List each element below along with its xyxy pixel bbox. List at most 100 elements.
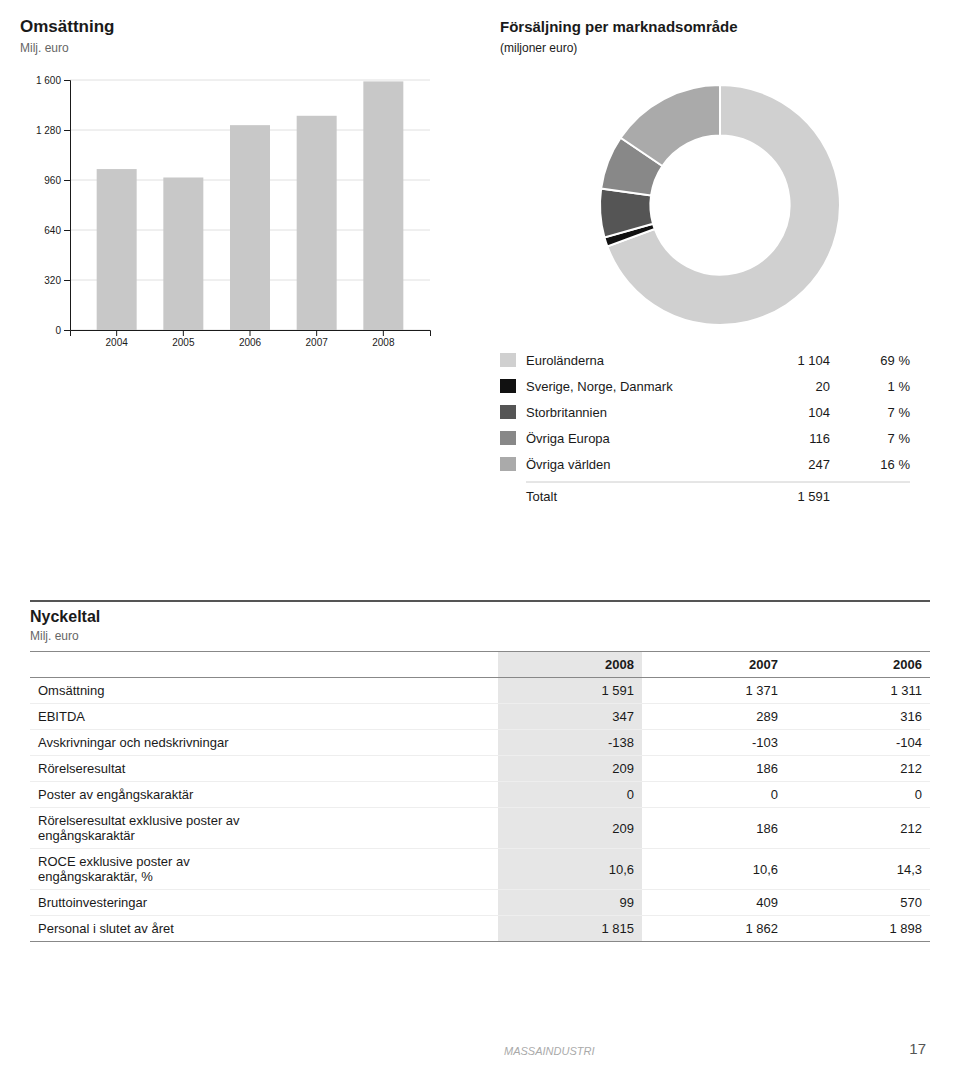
legend-amount: 104 (808, 405, 830, 420)
y-tick-mark (64, 80, 70, 81)
y-tick-mark (64, 280, 70, 281)
y-tick-label: 640 (44, 225, 61, 236)
bar (163, 178, 203, 331)
table-row: Avskrivningar och nedskrivningar-138-103… (30, 730, 930, 756)
header-cell: 2008 (498, 652, 642, 678)
header-row: 200820072006 (30, 652, 930, 678)
legend-swatch (500, 457, 516, 471)
x-tick-mark (250, 330, 251, 336)
table-cell: 316 (786, 704, 930, 730)
legend-amount: 1 104 (797, 353, 830, 368)
slice (600, 189, 653, 238)
chart-subtitle: (miljoner euro) (500, 41, 577, 55)
x-tick-mark (183, 330, 184, 336)
table-cell: 1 371 (642, 678, 786, 704)
table-row: Personal i slutet av året1 8151 8621 898 (30, 916, 930, 942)
header-cell (30, 652, 498, 678)
table-cell: 186 (642, 808, 786, 849)
row-label: Rörelseresultat (30, 756, 498, 782)
slices (600, 85, 840, 325)
table-row: ROCE exklusive poster av engångskaraktär… (30, 849, 930, 890)
table-cell: 1 898 (786, 916, 930, 942)
y-axis: 0 320 640 960 1 280 1 600 (36, 75, 71, 336)
legend-percent: 7 % (888, 405, 911, 420)
y-tick-label: 1 280 (36, 125, 61, 136)
table-cell: 1 815 (498, 916, 642, 942)
legend-percent: 7 % (888, 431, 911, 446)
total-rule (526, 482, 910, 483)
table-row: Omsättning1 5911 3711 311 (30, 678, 930, 704)
row-label: Rörelseresultat exklusive poster av engå… (30, 808, 498, 849)
table-row: Poster av engångskaraktär000 (30, 782, 930, 808)
x-tick: 2007 (306, 330, 329, 348)
x-tick: 2005 (172, 330, 195, 348)
total-label: Totalt (526, 489, 557, 504)
row-label: Poster av engångskaraktär (30, 782, 498, 808)
page-number: 17 (909, 1040, 926, 1057)
table-row: EBITDA347289316 (30, 704, 930, 730)
table-cell: 347 (498, 704, 642, 730)
donut-chart: Försäljning per marknadsområde(miljoner … (500, 18, 910, 504)
y-tick-label: 960 (44, 175, 61, 186)
chart-subtitle: Milj. euro (20, 41, 69, 55)
table-head: 200820072006 (30, 652, 930, 678)
legend-percent: 69 % (880, 353, 910, 368)
row-label: Omsättning (30, 678, 498, 704)
y-tick-label: 0 (55, 325, 61, 336)
legend-label: Euroländerna (526, 353, 605, 368)
x-tick-mark (116, 330, 117, 336)
table-cell: 1 591 (498, 678, 642, 704)
legend-amount: 116 (809, 431, 830, 446)
bar (363, 81, 403, 330)
table-cell: 1 311 (786, 678, 930, 704)
table-cell: 570 (786, 890, 930, 916)
legend-item: Storbritannien 104 7 % (500, 405, 910, 420)
bar-chart: Omsättning Milj. euro 0 320 640 960 1 280 1 600… (20, 17, 431, 348)
row-label: ROCE exklusive poster av engångskaraktär… (30, 849, 498, 890)
table-cell: 99 (498, 890, 642, 916)
x-axis-line (71, 331, 431, 337)
table-cell: 0 (498, 782, 642, 808)
x-tick-label: 2007 (306, 337, 329, 348)
table-cell: 14,3 (786, 849, 930, 890)
bars (97, 81, 404, 330)
table-cell: 209 (498, 808, 642, 849)
legend-amount: 247 (808, 457, 830, 472)
y-tick: 320 (44, 275, 70, 286)
table-cell: -104 (786, 730, 930, 756)
table-cell: 0 (786, 782, 930, 808)
legend-label: Storbritannien (526, 405, 607, 420)
table-cell: -103 (642, 730, 786, 756)
legend-item: Övriga Europa1167 % (500, 431, 910, 446)
legend-label: Övriga världen (526, 457, 611, 472)
legend-swatch (500, 431, 516, 445)
y-tick: 1 600 (36, 75, 70, 86)
table-cell: 10,6 (498, 849, 642, 890)
x-tick-label: 2006 (239, 337, 262, 348)
x-tick-label: 2004 (106, 337, 129, 348)
y-tick-label: 320 (44, 275, 61, 286)
row-label: Bruttoinvesteringar (30, 890, 498, 916)
footer: MASSAINDUSTRI (504, 1045, 594, 1057)
grid-line (70, 80, 430, 81)
table-title: Nyckeltal (30, 600, 930, 626)
chart-title: Omsättning (20, 17, 114, 36)
legend-swatch (500, 405, 516, 419)
legend-percent: 1 % (888, 379, 911, 394)
table-block: NyckeltalMilj. euro200820072006Omsättnin… (30, 600, 930, 942)
table-row: Bruttoinvesteringar99409570 (30, 890, 930, 916)
y-tick: 960 (44, 175, 70, 186)
header-cell: 2007 (642, 652, 786, 678)
y-tick-mark (64, 330, 70, 331)
bar (297, 116, 337, 330)
row-label: Personal i slutet av året (30, 916, 498, 942)
table-row: Rörelseresultat exklusive poster av engå… (30, 808, 930, 849)
x-tick: 2008 (372, 330, 395, 348)
table-cell: 0 (642, 782, 786, 808)
y-axis-line (64, 81, 71, 331)
header-cell: 2006 (786, 652, 930, 678)
legend-amount: 20 (816, 379, 830, 394)
table-subtitle: Milj. euro (30, 629, 930, 643)
legend-percent: 16 % (880, 457, 910, 472)
x-tick-mark (316, 330, 317, 336)
